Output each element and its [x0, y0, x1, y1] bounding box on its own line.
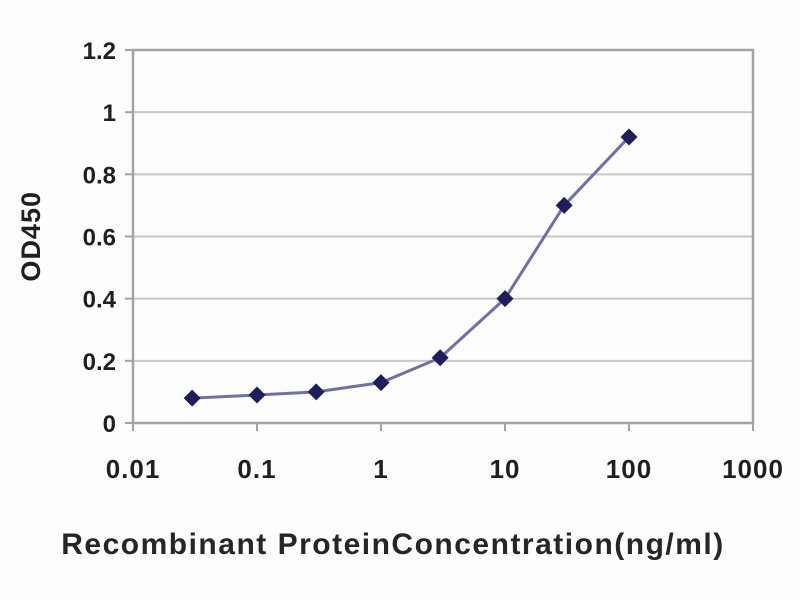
x-axis-title: Recombinant ProteinConcentration(ng/ml) — [61, 528, 725, 561]
data-point-marker — [372, 374, 390, 392]
y-tick-label: 1 — [103, 100, 116, 127]
y-tick-label: 0.2 — [83, 349, 116, 376]
y-axis-title: OD450 — [15, 191, 46, 282]
y-tick-label: 1.2 — [83, 38, 116, 65]
data-point-marker — [555, 196, 573, 214]
y-tick-label: 0.6 — [83, 225, 116, 252]
x-tick-labels: 0.01 0.1 1 10 100 1000 — [106, 454, 784, 484]
data-point-marker — [431, 349, 449, 367]
x-tick-label: 100 — [606, 454, 652, 484]
data-point-markers — [183, 128, 638, 407]
tick-marks — [125, 49, 754, 431]
x-tick-label: 1 — [373, 454, 388, 484]
x-tick-label: 10 — [490, 454, 521, 484]
y-axis-title-container: OD450 — [8, 50, 54, 423]
data-point-marker — [307, 383, 325, 401]
data-point-marker — [248, 386, 266, 404]
y-tick-label: 0.8 — [83, 162, 116, 189]
x-tick-label: 0.1 — [237, 454, 276, 484]
y-tick-label: 0.4 — [83, 287, 117, 314]
y-tick-labels: 0 0.2 0.4 0.6 0.8 1 1.2 — [83, 38, 117, 438]
data-point-marker — [183, 389, 201, 407]
data-series-line — [190, 135, 631, 400]
data-point-marker — [496, 290, 514, 308]
x-tick-label: 1000 — [722, 454, 784, 484]
data-point-marker — [620, 128, 638, 146]
y-tick-label: 0 — [103, 411, 116, 438]
x-tick-label: 0.01 — [106, 454, 161, 484]
y-gridlines — [133, 111, 753, 362]
